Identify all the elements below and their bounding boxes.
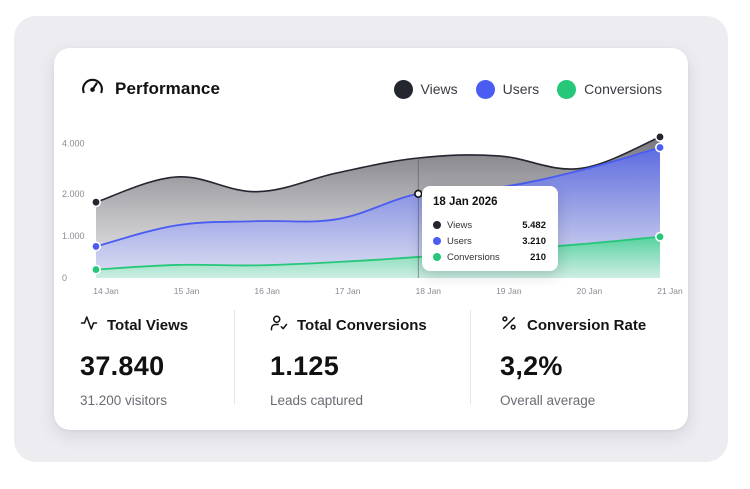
legend-dot-conversions bbox=[557, 79, 577, 99]
users-point bbox=[90, 241, 101, 252]
tooltip-row-users: Users 3.210 bbox=[433, 234, 546, 248]
stat-subtext: Overall average bbox=[500, 393, 596, 408]
y-tick-label: 1.000 bbox=[62, 231, 85, 241]
x-tick-label: 20 Jan bbox=[577, 286, 603, 296]
legend-item-conversions[interactable]: Conversions bbox=[557, 79, 662, 99]
stat-subtext: Leads captured bbox=[270, 393, 364, 408]
legend-item-users[interactable]: Users bbox=[475, 79, 540, 99]
x-tick-label: 19 Jan bbox=[496, 286, 522, 296]
tooltip-value: 3.210 bbox=[522, 235, 546, 247]
stat-value: 3,2% bbox=[500, 351, 563, 381]
user-check-icon bbox=[270, 314, 288, 336]
tooltip-dot bbox=[433, 253, 441, 261]
stat-divider bbox=[234, 310, 235, 404]
legend-label: Users bbox=[502, 81, 540, 97]
tooltip-date: 18 Jan 2026 bbox=[433, 196, 498, 208]
x-tick-label: 18 Jan bbox=[416, 286, 442, 296]
stat-value: 37.840 bbox=[80, 351, 165, 381]
tooltip-label: Views bbox=[447, 219, 473, 231]
conversions-line bbox=[95, 235, 661, 271]
tooltip-label: Conversions bbox=[447, 251, 500, 263]
y-tick-label: 0 bbox=[62, 273, 67, 283]
stat-total-conversions: Total Conversions 1.125 Leads captured bbox=[270, 314, 427, 408]
card-header: Performance Views Users Conversions bbox=[80, 76, 662, 102]
tooltip-row-conversions: Conversions 210 bbox=[433, 250, 546, 264]
views-line bbox=[95, 136, 661, 203]
card-title: Performance bbox=[115, 79, 221, 98]
x-tick-label: 14 Jan bbox=[93, 286, 119, 296]
legend-item-views[interactable]: Views bbox=[393, 79, 458, 99]
highlight-point bbox=[414, 189, 423, 198]
legend-dot-views bbox=[393, 79, 413, 99]
tooltip-row-views: Views 5.482 bbox=[433, 218, 546, 232]
chart-tooltip: 18 Jan 2026 Views 5.482 Users 3.210 Conv… bbox=[422, 186, 558, 271]
activity-icon bbox=[80, 314, 98, 336]
stat-label: Conversion Rate bbox=[527, 316, 647, 334]
stat-subtext: 31.200 visitors bbox=[80, 393, 168, 408]
legend-label: Conversions bbox=[584, 81, 662, 97]
views-point bbox=[90, 197, 101, 208]
tooltip-label: Users bbox=[447, 235, 472, 247]
stat-value: 1.125 bbox=[270, 351, 340, 381]
gauge-icon bbox=[80, 74, 105, 104]
legend-dot-users bbox=[475, 79, 495, 99]
stat-conversion-rate: Conversion Rate 3,2% Overall average bbox=[500, 314, 646, 408]
x-tick-label: 16 Jan bbox=[254, 286, 280, 296]
tooltip-value: 210 bbox=[530, 251, 546, 263]
x-tick-label: 21 Jan bbox=[657, 286, 683, 296]
conversions-point bbox=[90, 264, 101, 275]
tooltip-value: 5.482 bbox=[522, 219, 546, 231]
views-point bbox=[654, 131, 665, 142]
percent-icon bbox=[500, 314, 518, 336]
conversions-point bbox=[654, 231, 665, 242]
stat-label: Total Conversions bbox=[297, 316, 427, 334]
stat-divider bbox=[470, 310, 471, 404]
y-tick-label: 4.000 bbox=[62, 138, 85, 148]
stat-total-views: Total Views 37.840 31.200 visitors bbox=[80, 314, 188, 408]
users-line bbox=[95, 146, 661, 248]
tooltip-dot bbox=[433, 221, 441, 229]
x-tick-label: 17 Jan bbox=[335, 286, 361, 296]
users-point bbox=[654, 142, 665, 153]
stat-label: Total Views bbox=[107, 316, 189, 334]
tooltip-dot bbox=[433, 237, 441, 245]
performance-card: 0 1.000 2.000 4.000 14 Jan 15 Jan 16 Jan 17 Ja… bbox=[54, 48, 688, 430]
chart-legend: Views Users Conversions bbox=[393, 79, 662, 99]
x-tick-label: 15 Jan bbox=[174, 286, 200, 296]
legend-label: Views bbox=[420, 81, 458, 97]
y-tick-label: 2.000 bbox=[62, 189, 85, 199]
